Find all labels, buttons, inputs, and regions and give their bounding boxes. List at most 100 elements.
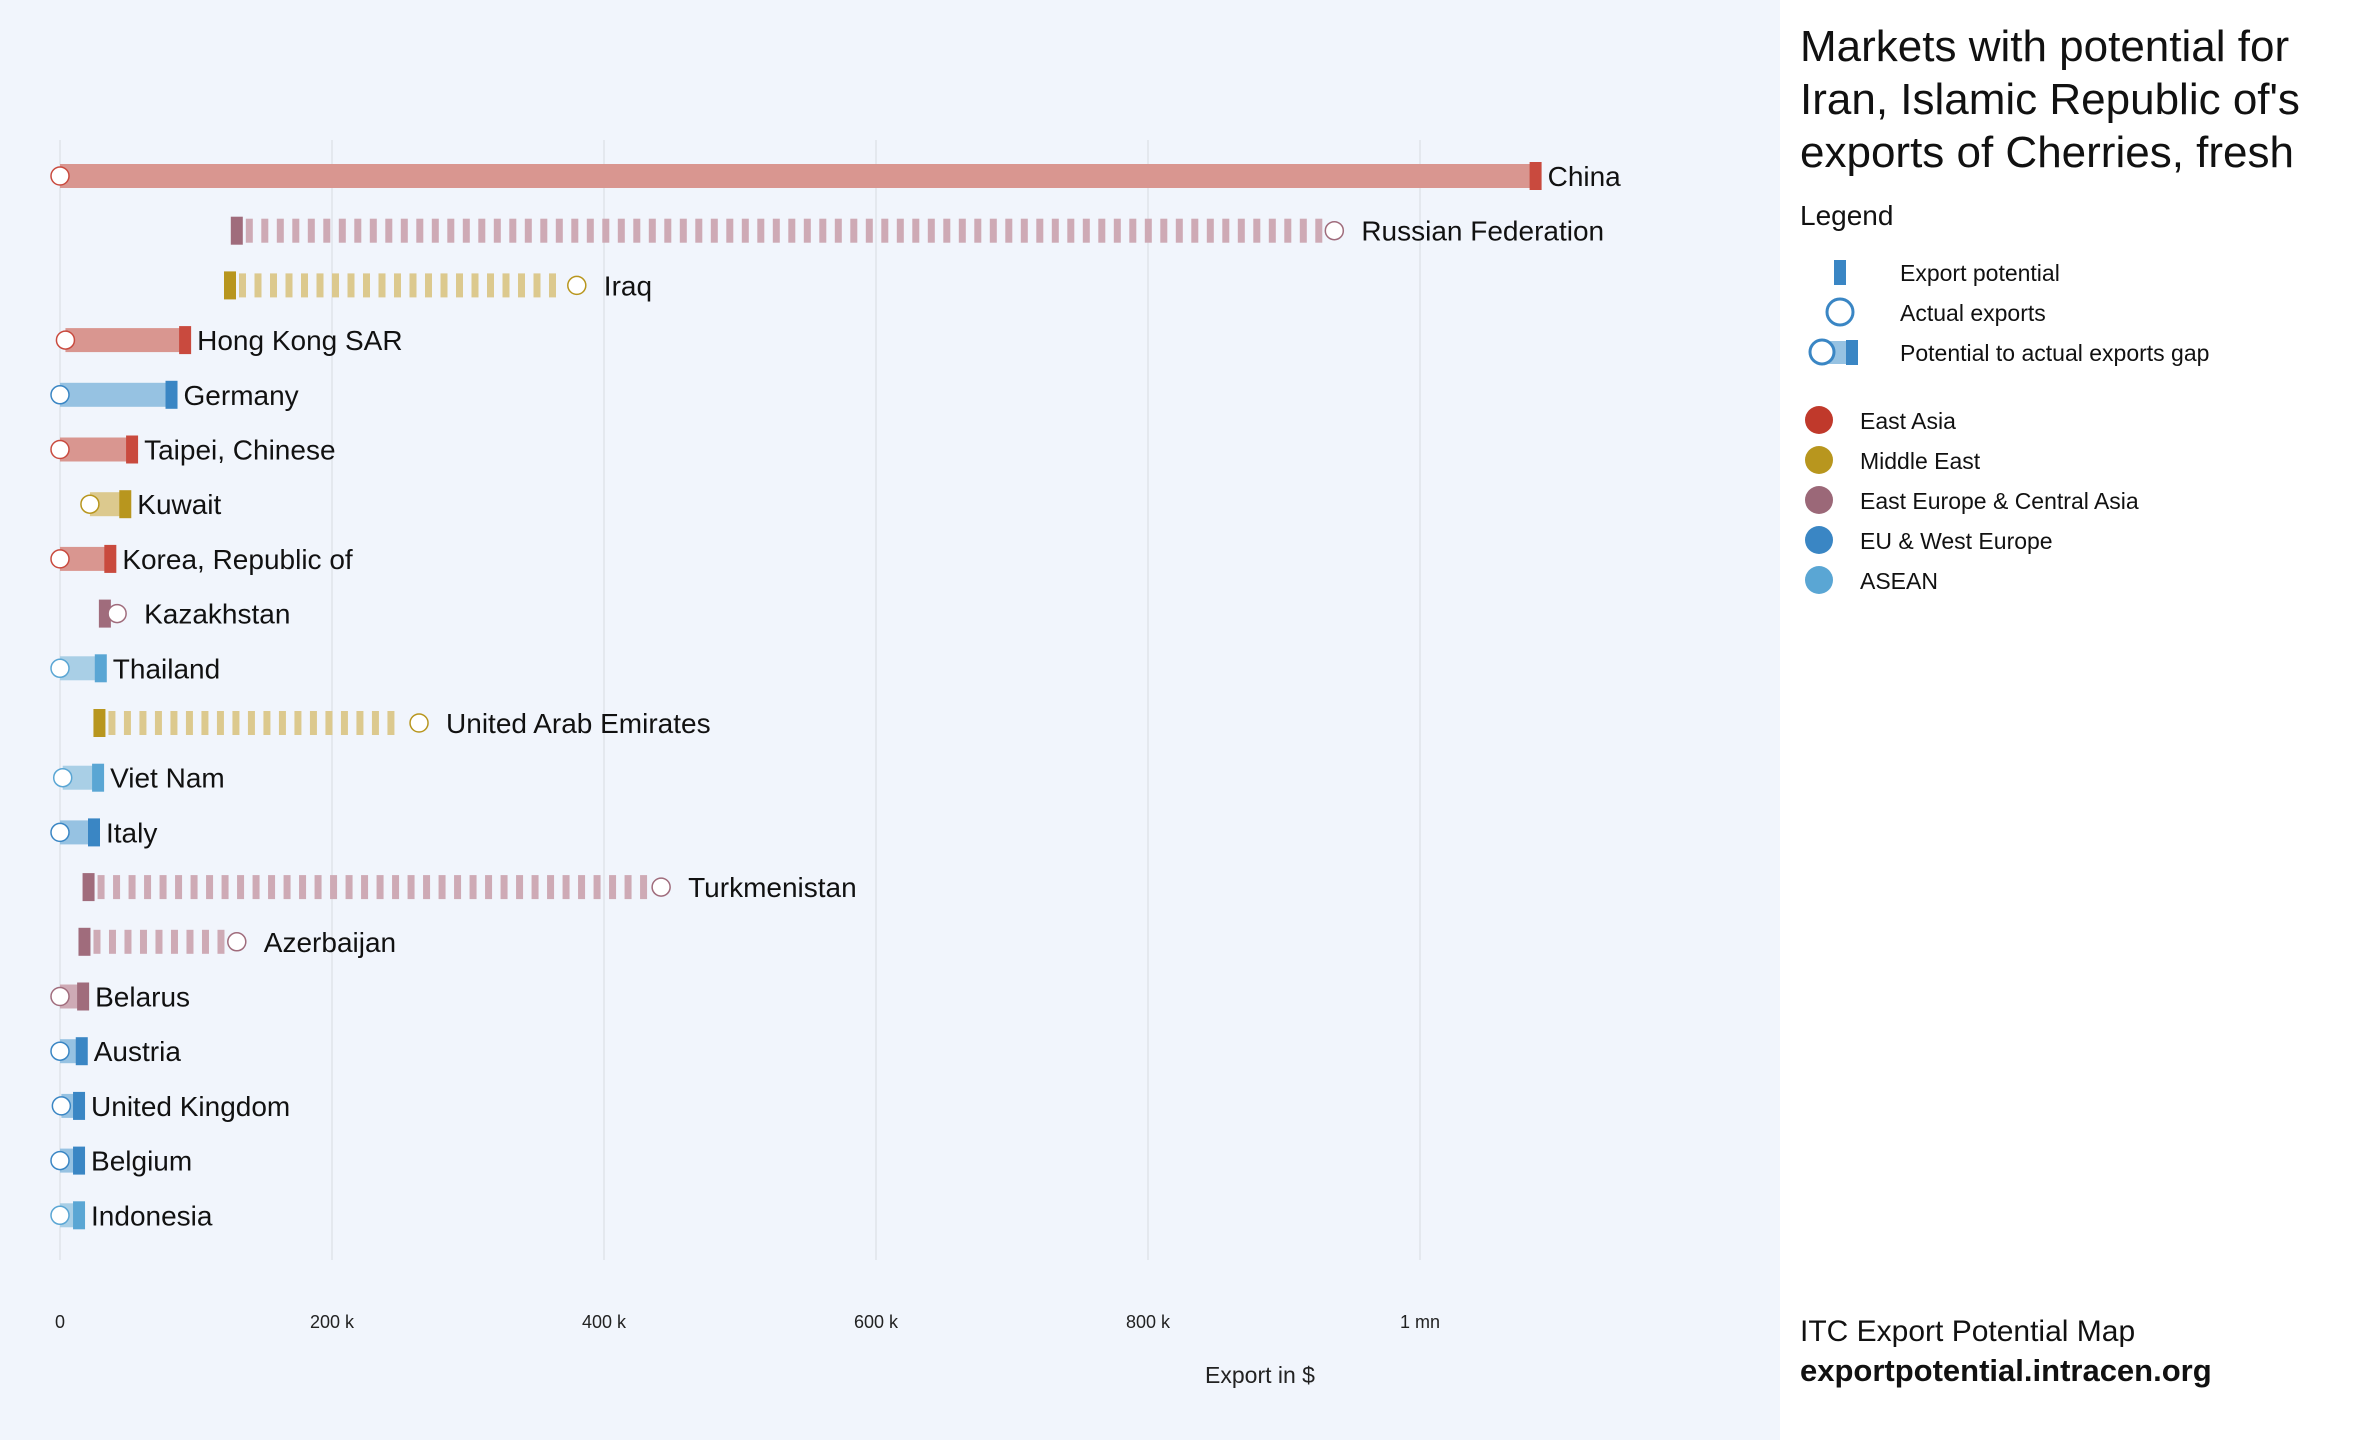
x-tick-label: 200 k — [310, 1312, 355, 1332]
gap-dash — [456, 273, 463, 298]
gap-dash — [500, 875, 508, 900]
market-label: Korea, Republic of — [122, 544, 353, 575]
legend-key-label: Actual exports — [1900, 300, 2046, 326]
gap-dash — [440, 273, 448, 298]
gap-dash — [571, 218, 579, 243]
gap-dash — [1175, 218, 1183, 243]
export-potential-marker — [165, 380, 178, 409]
gap-dash — [170, 711, 178, 735]
gap-dash — [155, 929, 163, 954]
gap-dash — [278, 711, 286, 735]
gap-dash — [602, 218, 610, 243]
gap-dash — [185, 711, 193, 735]
gap-dash — [1144, 218, 1152, 243]
gap-dash — [578, 875, 586, 900]
export-potential-marker — [77, 982, 90, 1011]
export-potential-marker — [126, 435, 139, 464]
gap-dash — [113, 875, 121, 900]
market-label: Italy — [106, 817, 157, 848]
market-row: Korea, Republic of — [50, 544, 353, 575]
market-row: Azerbaijan — [78, 927, 396, 958]
gap-dash — [555, 218, 563, 243]
actual-exports-point — [409, 713, 429, 733]
gap-dash — [1036, 218, 1044, 243]
x-axis-label: Export in $ — [1205, 1362, 1315, 1388]
legend-region-label: EU & West Europe — [1860, 528, 2053, 554]
market-label: Hong Kong SAR — [197, 325, 402, 356]
actual-exports-point — [50, 986, 70, 1007]
gap-dash — [1160, 218, 1168, 243]
gap-dash — [263, 711, 271, 735]
gap-dash — [547, 875, 555, 900]
gap-dash — [624, 875, 632, 900]
actual-exports-point — [52, 767, 73, 788]
gap-dash — [340, 711, 348, 735]
region-color-dot — [1805, 446, 1833, 474]
gap-dash — [881, 218, 889, 243]
gap-dash — [493, 218, 501, 243]
gap-dash — [726, 218, 734, 243]
actual-exports-point — [1324, 220, 1345, 241]
export-potential-marker — [78, 927, 91, 956]
market-row: Turkmenistan — [82, 872, 857, 903]
gap-dash — [139, 929, 147, 954]
market-row: Belgium — [50, 1146, 192, 1177]
gap-dash — [609, 875, 617, 900]
market-label: Kuwait — [137, 489, 221, 520]
gap-dash — [407, 875, 415, 900]
source-name: ITC Export Potential Map — [1800, 1315, 2136, 1348]
gap-dash — [1082, 218, 1090, 243]
gap-dash — [201, 929, 209, 954]
gap-dash — [376, 875, 384, 900]
source-url[interactable]: exportpotential.intracen.org — [1800, 1353, 2212, 1388]
gap-dash — [363, 273, 370, 298]
gap-dash — [97, 875, 105, 900]
gap-dash — [593, 875, 601, 900]
gap-bar — [60, 382, 172, 407]
gap-dash — [471, 273, 479, 298]
gap-dash — [912, 218, 920, 243]
gap-dash — [850, 218, 858, 243]
x-tick-label: 600 k — [854, 1312, 899, 1332]
gap-dash — [834, 218, 842, 243]
legend-key-export-potential: Export potential — [1800, 253, 2340, 293]
gap-dash — [392, 875, 400, 900]
gap-dash — [1067, 218, 1075, 243]
region-color-dot — [1805, 486, 1833, 514]
gap-dash — [175, 875, 183, 900]
market-row: United Kingdom — [51, 1091, 290, 1122]
legend-region-east-asia: East Asia — [1800, 401, 2340, 441]
gap-dash — [1129, 218, 1137, 243]
sidebar-panel: Markets with potential for Iran, Islamic… — [1780, 0, 2360, 1440]
gap-dash — [201, 711, 209, 735]
market-label: Indonesia — [91, 1200, 213, 1231]
gap-dash — [108, 929, 116, 954]
gap-dash — [232, 711, 240, 735]
gap-dash — [154, 711, 162, 735]
gap-icon — [1808, 338, 1858, 366]
gap-dash — [144, 875, 152, 900]
gap-dash — [943, 218, 951, 243]
gap-dash — [170, 929, 178, 954]
x-tick-label: 800 k — [1126, 1312, 1171, 1332]
actual-exports-point — [567, 275, 587, 296]
x-tick-label: 0 — [55, 1312, 65, 1332]
gap-dash — [252, 875, 260, 900]
actual-exports-point — [50, 1041, 70, 1061]
export-potential-marker — [224, 271, 236, 300]
region-color-dot — [1805, 566, 1833, 594]
gap-dash — [1237, 218, 1245, 243]
gap-dash — [1113, 218, 1121, 243]
gap-dash — [314, 875, 322, 900]
market-row: Belarus — [50, 982, 190, 1013]
actual-exports-point — [51, 1096, 72, 1116]
gap-dash — [438, 875, 446, 900]
gap-dash — [299, 875, 307, 900]
gap-dash — [487, 273, 494, 298]
region-color-dot — [1805, 526, 1833, 554]
gap-dash — [819, 218, 827, 243]
gap-dash — [679, 218, 687, 243]
export-potential-marker — [82, 873, 95, 902]
gap-dash — [640, 875, 648, 900]
gap-dash — [409, 273, 417, 298]
